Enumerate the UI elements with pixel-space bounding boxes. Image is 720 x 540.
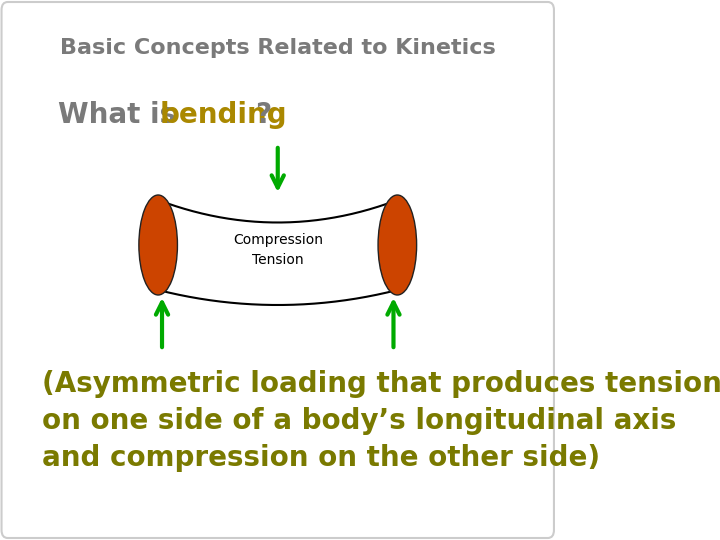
Text: ?: ? — [255, 101, 271, 129]
FancyBboxPatch shape — [1, 2, 554, 538]
Text: (Asymmetric loading that produces tension
on one side of a body’s longitudinal a: (Asymmetric loading that produces tensio… — [42, 370, 720, 471]
Text: Basic Concepts Related to Kinetics: Basic Concepts Related to Kinetics — [60, 38, 495, 58]
Ellipse shape — [378, 195, 417, 295]
Text: bending: bending — [160, 101, 287, 129]
Text: Compression: Compression — [233, 233, 323, 247]
Ellipse shape — [139, 195, 177, 295]
Text: What is: What is — [58, 101, 186, 129]
Text: Tension: Tension — [252, 253, 304, 267]
